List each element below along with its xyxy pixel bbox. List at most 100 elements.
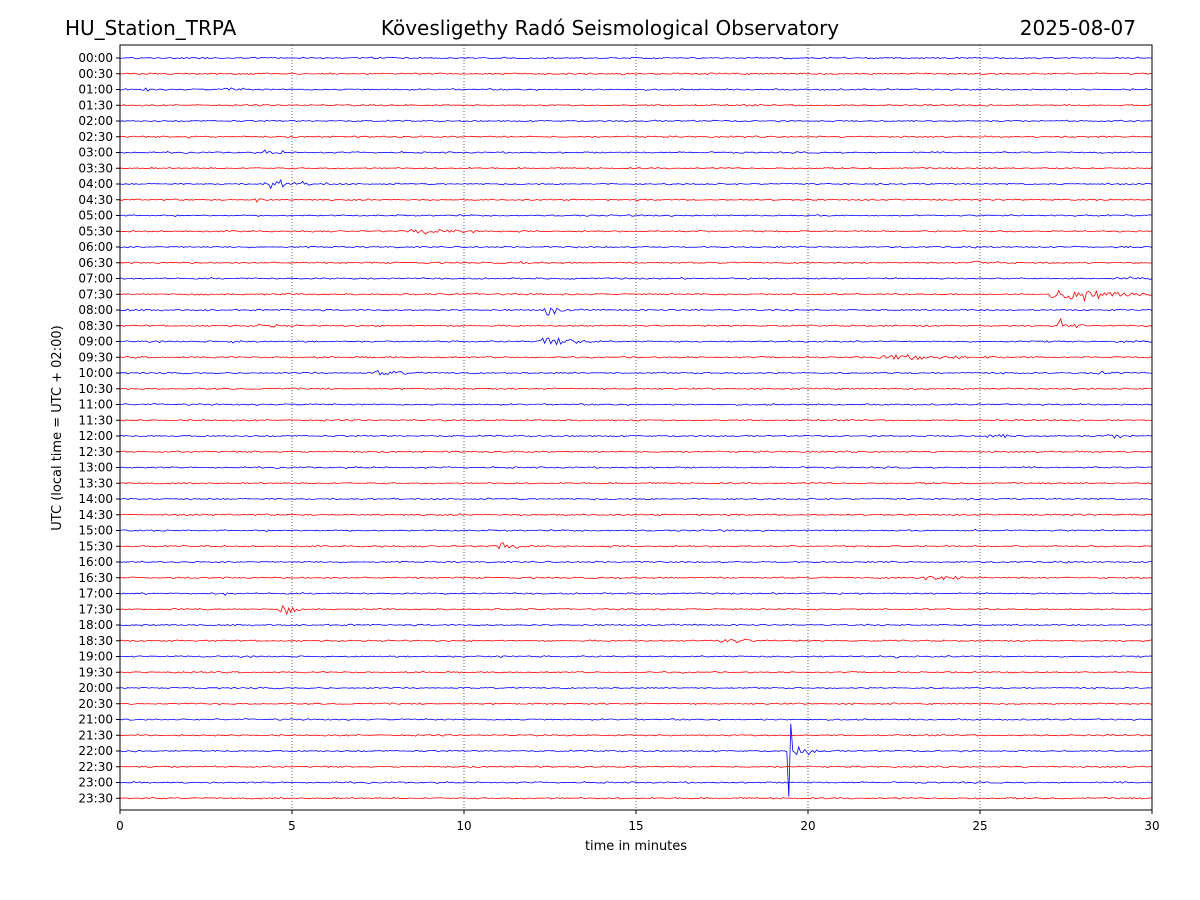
y-tick-label: 19:30 <box>78 665 113 679</box>
trace-row-0300 <box>119 149 1153 155</box>
y-tick-label: 14:00 <box>78 492 113 506</box>
x-tick-label: 5 <box>288 819 296 833</box>
trace-row-1830 <box>119 638 1153 644</box>
y-tick-label: 03:30 <box>78 161 113 175</box>
y-tick-label: 07:00 <box>78 272 113 286</box>
trace-row-1930 <box>119 670 1153 674</box>
y-tick-label: 09:00 <box>78 335 113 349</box>
station-label: HU_Station_TRPA <box>65 16 237 40</box>
trace-row-1730 <box>119 604 1153 616</box>
y-tick-label: 05:30 <box>78 224 113 238</box>
trace-row-0800 <box>119 307 1153 316</box>
x-axis-label: time in minutes <box>585 839 687 854</box>
trace-row-0830 <box>119 317 1153 329</box>
trace-row-1230 <box>119 450 1153 454</box>
trace-row-1030 <box>119 387 1153 391</box>
y-tick-label: 20:00 <box>78 681 113 695</box>
trace-row-1800 <box>119 623 1153 627</box>
y-tick-label: 17:00 <box>78 587 113 601</box>
y-tick-label: 13:00 <box>78 461 113 475</box>
trace-row-0600 <box>119 245 1153 249</box>
trace-layer <box>119 56 1153 800</box>
trace-row-1300 <box>119 466 1153 469</box>
y-tick-label: 15:00 <box>78 524 113 538</box>
y-tick-label: 05:00 <box>78 209 113 223</box>
trace-row-1330 <box>119 481 1153 485</box>
trace-row-1630 <box>119 575 1153 581</box>
y-tick-label: 19:00 <box>78 650 113 664</box>
x-tick-label: 10 <box>456 819 471 833</box>
trace-row-1530 <box>119 542 1153 550</box>
y-tick-label: 07:30 <box>78 287 113 301</box>
trace-row-1430 <box>119 513 1153 517</box>
y-tick-label: 09:30 <box>78 350 113 364</box>
y-tick-label: 03:00 <box>78 146 113 160</box>
trace-row-1000 <box>119 370 1153 376</box>
trace-row-0430 <box>119 198 1153 203</box>
y-tick-label: 02:00 <box>78 114 113 128</box>
trace-row-1100 <box>120 403 1153 406</box>
y-tick-label: 04:30 <box>78 193 113 207</box>
trace-row-1600 <box>119 560 1153 564</box>
y-tick-label: 11:30 <box>78 413 113 427</box>
y-tick-label: 20:30 <box>78 697 113 711</box>
y-tick-label: 00:30 <box>78 67 113 81</box>
trace-row-0030 <box>120 72 1153 76</box>
y-tick-label: 01:00 <box>78 83 113 97</box>
y-tick-label: 18:30 <box>78 634 113 648</box>
y-tick-label: 22:30 <box>78 760 113 774</box>
trace-row-0130 <box>120 103 1153 107</box>
trace-row-0930 <box>119 353 1153 361</box>
trace-row-2200 <box>119 723 1153 797</box>
trace-row-2300 <box>119 781 1153 784</box>
y-tick-label: 17:30 <box>78 602 113 616</box>
y-tick-label: 14:30 <box>78 508 113 522</box>
trace-row-0630 <box>119 260 1153 265</box>
trace-row-0330 <box>119 166 1153 170</box>
y-tick-label: 15:30 <box>78 539 113 553</box>
trace-row-0900 <box>119 337 1153 346</box>
y-tick-label: 23:30 <box>78 791 113 805</box>
y-tick-label: 16:00 <box>78 555 113 569</box>
trace-row-0400 <box>119 178 1153 190</box>
trace-row-1130 <box>119 418 1153 422</box>
x-axis: 0 5 10 15 20 25 30 <box>116 810 1160 833</box>
date-label: 2025-08-07 <box>1020 16 1136 40</box>
trace-row-1200 <box>119 433 1153 440</box>
y-tick-label: 13:30 <box>78 476 113 490</box>
y-tick-label: 21:00 <box>78 713 113 727</box>
trace-row-0200 <box>119 119 1153 123</box>
trace-row-2330 <box>119 796 1153 800</box>
trace-row-2130 <box>119 733 1153 737</box>
x-tick-label: 20 <box>800 819 815 833</box>
y-tick-label: 12:30 <box>78 445 113 459</box>
y-tick-label: 22:00 <box>78 744 113 758</box>
trace-row-1900 <box>119 655 1153 659</box>
trace-row-1500 <box>119 528 1153 532</box>
y-tick-label: 06:00 <box>78 240 113 254</box>
trace-row-0230 <box>119 135 1153 139</box>
x-tick-label: 30 <box>1144 819 1159 833</box>
y-tick-label: 00:00 <box>78 51 113 65</box>
trace-row-0100 <box>119 87 1153 92</box>
trace-row-2100 <box>119 718 1153 721</box>
y-tick-label: 08:30 <box>78 319 113 333</box>
trace-row-2230 <box>119 765 1153 769</box>
y-tick-label: 02:30 <box>78 130 113 144</box>
y-axis-label: UTC (local time = UTC + 02:00) <box>50 325 65 530</box>
trace-row-2000 <box>119 686 1153 690</box>
y-tick-label: 04:00 <box>78 177 113 191</box>
y-tick-label: 01:30 <box>78 98 113 112</box>
x-tick-label: 25 <box>972 819 987 833</box>
trace-row-0730 <box>119 289 1153 303</box>
trace-row-1400 <box>119 497 1153 501</box>
y-tick-label: 10:30 <box>78 382 113 396</box>
y-tick-label: 18:00 <box>78 618 113 632</box>
y-tick-label: 12:00 <box>78 429 113 443</box>
y-tick-label: 11:00 <box>78 398 113 412</box>
trace-row-2030 <box>119 702 1153 706</box>
trace-row-1700 <box>119 592 1152 596</box>
